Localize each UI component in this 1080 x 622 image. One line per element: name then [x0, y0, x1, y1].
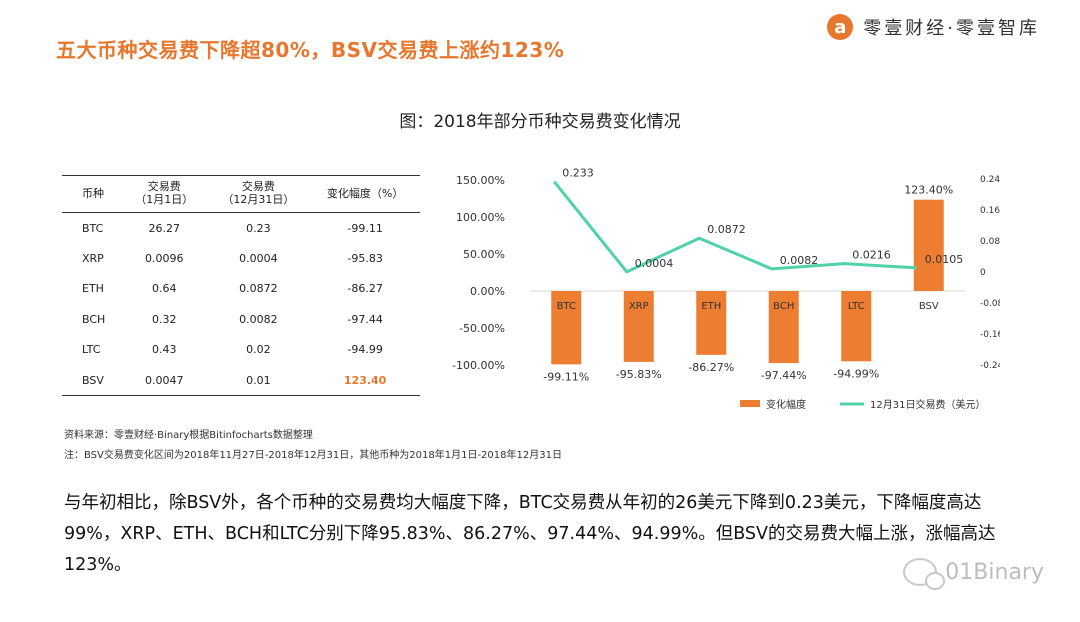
table-cell: 0.0096: [145, 252, 184, 266]
table-cell: 0.02: [246, 343, 271, 357]
y-right-tick-label: 0: [980, 268, 986, 278]
watermark: 01Binary: [903, 558, 1044, 590]
page-title: 五大币种交易费下降超80%，BSV交易费上涨约123%: [56, 38, 565, 62]
table-row: BCH 0.32 0.0082 -97.44: [62, 304, 420, 334]
table-cell: BTC: [82, 221, 104, 235]
y-left-tick-label: 50.00%: [463, 248, 505, 261]
table-cell: BCH: [82, 312, 106, 326]
bar-value-label: -94.99%: [833, 367, 879, 380]
category-label: BCH: [773, 301, 794, 312]
line-value-label: 0.0004: [635, 257, 674, 270]
table-row: LTC 0.43 0.02 -94.99: [62, 335, 420, 365]
category-label: LTC: [848, 301, 865, 312]
bar: [913, 199, 944, 291]
table-row: ETH 0.64 0.0872 -86.27: [62, 274, 420, 304]
y-left-tick-label: 150.00%: [456, 174, 505, 187]
table-row: BTC 26.27 0.23 -99.11: [62, 213, 420, 244]
line-value-label: 0.0082: [780, 254, 819, 267]
table-cell: 0.64: [152, 282, 177, 296]
y-right-tick-label: -0.24: [980, 361, 1000, 371]
line-series: 0.233 0.0004 0.0872 0.0082 0.0216 0.0105: [553, 167, 964, 274]
chart-axes: 150.00% 100.00% 50.00% 0.00% -50.00% -100.00%…: [452, 174, 1000, 372]
fee-table: 币种 交易费 （1月1日） 交易费 （12月31日） 变化幅度（%） BTC 2…: [62, 175, 420, 397]
line-value-label: 0.0216: [852, 249, 891, 262]
table-cell: 0.0047: [122, 364, 207, 397]
footnote: 注：BSV交易费变化区间为2018年11月27日-2018年12月31日，其他币…: [64, 450, 562, 461]
bar: [551, 291, 582, 365]
y-right-tick-label: -0.08: [980, 299, 1000, 309]
brand-logo-icon: a: [827, 14, 854, 40]
table-cell-highlight: 123.40: [310, 364, 420, 397]
table-cell: -95.83: [347, 252, 383, 266]
y-left-tick-label: 0.00%: [470, 285, 505, 298]
table-cell: XRP: [82, 252, 104, 266]
y-left-tick-label: 100.00%: [456, 211, 505, 224]
y-right-tick-label: 0.16: [980, 206, 1000, 216]
bar: [768, 291, 799, 364]
category-label: BTC: [557, 301, 576, 312]
bar: [696, 291, 727, 355]
bar: [841, 291, 872, 362]
category-label: XRP: [629, 301, 649, 312]
y-right-tick-label: -0.16: [980, 330, 1000, 340]
table-header: 变化幅度（%）: [310, 175, 420, 213]
line-value-label: 0.0105: [925, 253, 964, 266]
table-cell: LTC: [82, 343, 101, 357]
legend-line-label: 12月31日交易费（美元）: [870, 398, 985, 411]
bar-value-label: -99.11%: [543, 370, 589, 383]
y-left-tick-label: -100.00%: [452, 359, 505, 372]
chart-legend: 变化幅度 12月31日交易费（美元）: [740, 398, 985, 411]
table-cell: 0.0082: [239, 312, 278, 326]
table-header-row: 币种 交易费 （1月1日） 交易费 （12月31日） 变化幅度（%）: [62, 175, 420, 213]
bar-series: -99.11% BTC -95.83% XRP -86.27% ETH -97.44% BCH…: [543, 184, 953, 384]
table-row: XRP 0.0096 0.0004 -95.83: [62, 243, 420, 273]
bar-value-label: -95.83%: [616, 368, 662, 381]
line-value-label: 0.233: [562, 167, 594, 180]
figure-caption: 图：2018年部分币种交易费变化情况: [399, 112, 681, 132]
brand-text: 零壹财经·零壹智库: [863, 18, 1040, 39]
body-paragraph: 与年初相比，除BSV外，各个币种的交易费均大幅度下降，BTC交易费从年初的26美…: [64, 493, 996, 575]
category-label: ETH: [701, 301, 721, 312]
bar: [623, 291, 654, 362]
bar-value-label: -86.27%: [688, 361, 734, 374]
table-cell: 0.32: [152, 312, 177, 326]
wechat-icon: [903, 558, 946, 590]
source-note: 资料来源：零壹财经·Binary根据Bitinfocharts数据整理: [64, 430, 313, 441]
legend-bar-swatch: [740, 400, 760, 407]
table-cell: 0.0004: [239, 252, 278, 266]
bar-value-label: -97.44%: [761, 369, 807, 382]
table-row: BSV 0.0047 0.01 123.40: [62, 364, 420, 397]
fee-change-chart: 150.00% 100.00% 50.00% 0.00% -50.00% -100.00%…: [452, 167, 1000, 411]
line-value-label: 0.0872: [707, 223, 746, 236]
line-path: [553, 180, 917, 274]
bar-value-label: 123.40%: [904, 184, 953, 197]
table-cell: -86.27: [347, 282, 383, 296]
category-label: BSV: [919, 301, 939, 312]
table-header: 币种: [62, 175, 123, 213]
y-right-tick-label: 0.24: [980, 175, 1000, 185]
table-cell: 0.43: [152, 343, 177, 357]
y-left-tick-label: -50.00%: [459, 322, 505, 335]
watermark-text: 01Binary: [945, 559, 1044, 585]
table-cell: -94.99: [347, 343, 383, 357]
table-cell: 26.27: [148, 221, 181, 235]
table-cell: 0.01: [206, 364, 311, 397]
table-header: 交易费 （1月1日）: [122, 175, 207, 213]
legend-bar-label: 变化幅度: [766, 398, 806, 411]
table-cell: BSV: [62, 364, 123, 397]
table-header: 交易费 （12月31日）: [206, 175, 311, 213]
table-cell: -97.44: [347, 312, 383, 326]
y-right-tick-label: 0.08: [980, 237, 1000, 247]
brand: a 零壹财经·零壹智库: [827, 14, 1040, 40]
table-cell: -99.11: [347, 221, 383, 235]
table-cell: 0.23: [246, 221, 271, 235]
table-cell: ETH: [82, 282, 104, 296]
table-cell: 0.0872: [239, 282, 278, 296]
